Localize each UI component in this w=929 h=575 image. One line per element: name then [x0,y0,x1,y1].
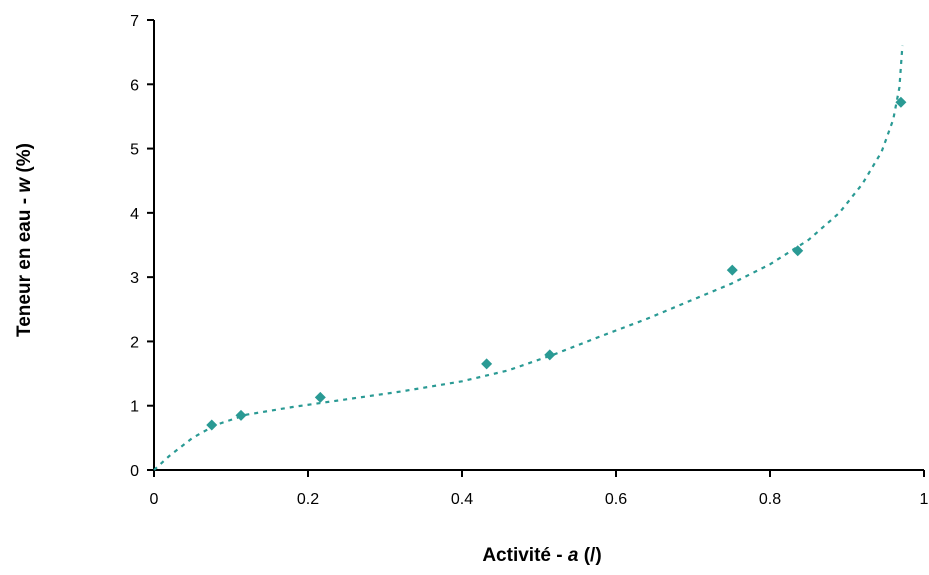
y-tick-label: 0 [130,463,139,480]
y-axis-title: Teneur en eau - w (%) [14,143,35,337]
axes [153,20,924,471]
data-point-marker [235,409,247,421]
data-points [206,96,907,431]
data-point-marker [895,96,907,108]
y-tick-label: 6 [130,77,139,94]
x-tick-label: 0.6 [605,491,627,508]
y-tick-label: 4 [130,206,139,223]
x-tick-label: 1 [920,491,929,508]
y-tick-label: 7 [130,13,139,30]
y-ticks: 0 1 2 3 4 5 6 7 [130,13,154,480]
x-axis-title: Activité - a (/) [482,545,601,566]
data-point-marker [544,349,556,361]
x-tick-label: 0.8 [759,491,781,508]
fit-curve-group [153,45,904,471]
data-point-marker [314,391,326,403]
x-tick-label: 0 [150,491,159,508]
y-tick-label: 2 [130,334,139,351]
x-ticks: 0 0.2 0.4 0.6 0.8 1 [150,470,929,508]
data-point-marker [792,245,804,257]
x-tick-label: 0.2 [297,491,319,508]
data-point-marker [481,358,493,370]
y-tick-label: 3 [130,270,139,287]
fit-curve [153,45,904,471]
data-point-marker [726,264,738,276]
data-point-marker [206,419,218,431]
x-tick-label: 0.4 [451,491,473,508]
y-tick-label: 1 [130,399,139,416]
y-tick-label: 5 [130,142,139,159]
